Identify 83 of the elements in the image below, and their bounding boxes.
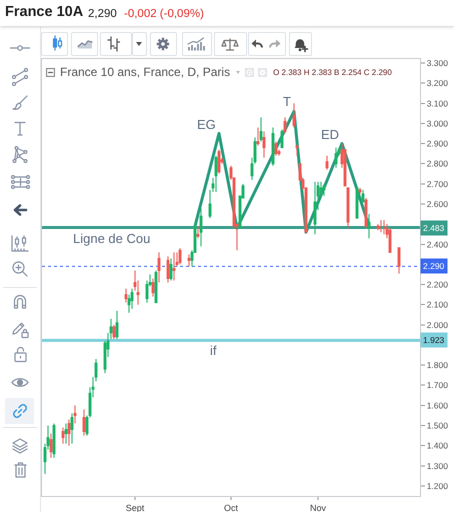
y-tick-label: 2.900 — [426, 138, 448, 149]
annotation: ED — [321, 127, 340, 142]
candlestick — [272, 126, 274, 166]
candlestick — [262, 131, 266, 158]
annotation: T — [283, 94, 291, 109]
candlestick — [62, 427, 64, 444]
y-tick-label: 3.300 — [426, 58, 448, 68]
candlestick — [388, 228, 392, 253]
chart-title: France 10A — [5, 4, 84, 20]
candlestick — [256, 126, 260, 146]
annotation: Ligne de Cou — [73, 231, 150, 246]
y-tick-label: 2.700 — [426, 178, 448, 189]
y-tick-label: 3.000 — [426, 118, 448, 128]
candlestick — [398, 247, 400, 274]
candlestick — [196, 226, 200, 239]
annotation: O 2.383 H 2.383 B 2.254 C 2.290 — [273, 68, 392, 76]
ref-line-label: 1.923 — [423, 335, 445, 345]
annotation: EG — [197, 117, 216, 132]
candlestick — [172, 252, 176, 282]
x-tick-label: Oct — [224, 502, 238, 512]
candlestick — [188, 254, 190, 267]
candlestick — [364, 197, 368, 229]
candlestick — [368, 214, 370, 239]
candlestick — [376, 224, 380, 231]
ref-line-label: 2.483 — [423, 223, 445, 233]
candlestick — [292, 102, 296, 128]
candlestick — [356, 187, 358, 219]
candlestick — [178, 248, 182, 265]
candlestick — [170, 258, 172, 282]
candlestick — [112, 324, 116, 340]
candlestick — [334, 147, 338, 168]
annotation: if — [210, 343, 217, 358]
y-tick-label: 3.100 — [426, 98, 448, 108]
candlestick — [208, 189, 212, 219]
candlestick — [124, 288, 128, 304]
candlestick — [260, 116, 262, 142]
candlestick — [82, 408, 86, 436]
y-tick-label: 3.200 — [426, 78, 448, 88]
candlestick — [70, 412, 74, 444]
candlestick — [158, 252, 160, 284]
candlestick — [74, 404, 76, 424]
candlestick — [380, 220, 382, 233]
candlestick — [218, 149, 220, 174]
y-tick-label: 2.600 — [426, 198, 448, 209]
y-tick-label: 2.200 — [426, 280, 448, 290]
ref-line-label: 2.290 — [423, 261, 445, 271]
y-tick-label: 1.700 — [426, 380, 448, 390]
y-tick-label: 2.800 — [426, 158, 448, 169]
candlestick — [296, 145, 298, 156]
candlestick — [346, 187, 350, 229]
candlestick — [326, 155, 328, 170]
candlestick — [214, 155, 218, 192]
candlestick — [166, 256, 170, 284]
candlestick — [284, 116, 286, 134]
candlestick — [116, 310, 118, 340]
candlestick — [362, 189, 364, 202]
candlestick — [280, 128, 284, 148]
y-tick-label: 1.300 — [426, 460, 448, 471]
candlestick — [322, 183, 326, 196]
y-tick-label: 1.600 — [426, 400, 448, 410]
candlestick — [274, 141, 278, 156]
annotation: France 10 ans, France, D, Paris — [60, 65, 230, 79]
candlestick — [154, 270, 158, 304]
candlestick — [64, 423, 68, 444]
y-tick-label: 2.100 — [426, 300, 448, 310]
text: 2,290 — [88, 8, 117, 20]
candlestick — [200, 208, 202, 247]
y-tick-label: 2.000 — [426, 320, 448, 330]
candlestick — [152, 278, 154, 298]
candlestick — [358, 187, 362, 194]
y-tick-label: 1.800 — [426, 360, 448, 370]
candlestick — [130, 288, 134, 310]
y-tick-label: 2.400 — [426, 239, 448, 250]
candlestick — [50, 433, 52, 458]
y-tick-label: 1.200 — [426, 480, 448, 491]
y-tick-label: 1.500 — [426, 420, 448, 430]
text: -0,002 (-0,09%) — [124, 8, 204, 20]
candlestick — [382, 220, 386, 235]
y-tick-label: 1.400 — [426, 440, 448, 451]
x-tick-label: Nov — [310, 502, 326, 512]
candlestick — [68, 418, 70, 446]
candlestick — [52, 423, 56, 458]
candlestick — [314, 181, 316, 235]
